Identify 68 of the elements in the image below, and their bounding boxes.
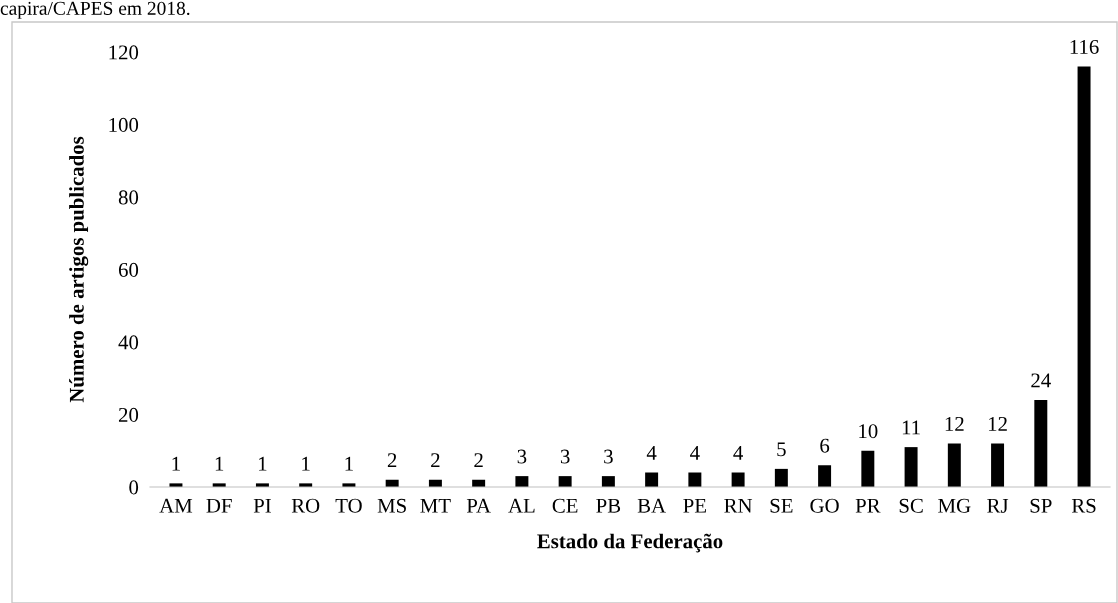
data-label: 2 <box>387 453 397 467</box>
bar <box>601 476 615 487</box>
x-tick-label: PI <box>253 498 271 513</box>
data-label: 2 <box>431 453 440 467</box>
y-tick-label: 80 <box>118 190 139 205</box>
data-label: 2 <box>474 453 483 467</box>
data-label: 1 <box>302 456 310 471</box>
data-label: 10 <box>859 424 878 439</box>
x-axis-title: Estado da Federação <box>537 533 723 553</box>
y-axis-title: Número de artigos publicados <box>69 136 89 403</box>
x-tick-label: AL <box>508 498 535 513</box>
bar <box>904 447 918 487</box>
data-label: 116 <box>1070 39 1099 54</box>
x-tick-label: PA <box>466 498 491 513</box>
data-label: 4 <box>690 446 700 460</box>
x-tick-label: DF <box>206 498 232 513</box>
x-tick-label: SE <box>770 498 793 513</box>
bar <box>688 472 702 487</box>
bar <box>1077 66 1091 487</box>
data-label: 11 <box>902 420 920 435</box>
data-label: 1 <box>259 456 267 471</box>
y-tick-label: 40 <box>118 335 139 350</box>
x-tick-label: MS <box>377 498 406 513</box>
x-tick-label: BA <box>637 498 666 513</box>
bar <box>515 476 529 487</box>
bar <box>1034 400 1048 487</box>
x-tick-label: MT <box>420 498 451 513</box>
bar <box>558 476 572 487</box>
data-label: 3 <box>517 449 527 464</box>
data-label: 5 <box>777 442 786 457</box>
bar <box>947 443 961 487</box>
x-tick-label: RS <box>1071 498 1096 513</box>
x-tick-label: MG <box>938 498 971 513</box>
data-label: 6 <box>820 438 830 453</box>
x-tick-label: GO <box>810 498 839 513</box>
x-tick-label: PE <box>683 498 706 513</box>
x-tick-label: SC <box>899 498 923 513</box>
x-tick-label: RO <box>291 498 320 513</box>
y-tick-label: 120 <box>109 45 139 60</box>
data-label: 4 <box>733 446 743 460</box>
bar <box>645 472 659 487</box>
y-tick-label: 20 <box>118 407 139 422</box>
bar <box>774 468 788 487</box>
data-label: 1 <box>215 456 224 471</box>
x-tick-label: CE <box>552 498 578 513</box>
data-label: 24 <box>1031 373 1051 388</box>
x-tick-label: AM <box>159 498 193 513</box>
data-label: 4 <box>646 446 657 460</box>
bar <box>818 465 832 487</box>
data-label: 1 <box>345 456 353 471</box>
text: capira/CAPES em 2018. <box>0 1 190 19</box>
x-tick-label: RJ <box>987 498 1009 513</box>
y-tick-label: 0 <box>129 480 139 495</box>
data-label: 12 <box>988 416 1007 431</box>
y-tick-label: 100 <box>109 117 139 132</box>
data-label: 12 <box>945 416 964 431</box>
x-tick-label: RN <box>724 498 753 513</box>
x-tick-label: PR <box>855 498 881 513</box>
x-tick-label: TO <box>335 498 362 513</box>
bar <box>861 450 875 487</box>
data-label: 1 <box>172 456 180 471</box>
bar <box>991 443 1005 487</box>
y-tick-label: 60 <box>118 262 139 277</box>
data-label: 3 <box>604 449 613 464</box>
data-label: 3 <box>560 449 570 464</box>
bar <box>731 472 745 487</box>
x-tick-label: PB <box>596 498 621 513</box>
x-tick-label: SP <box>1030 498 1052 513</box>
